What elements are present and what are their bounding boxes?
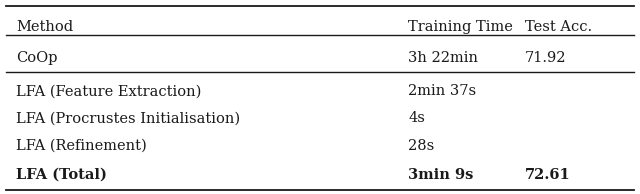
Text: 3h 22min: 3h 22min <box>408 51 478 65</box>
Text: LFA (Procrustes Initialisation): LFA (Procrustes Initialisation) <box>16 111 240 125</box>
Text: 2min 37s: 2min 37s <box>408 84 476 98</box>
Text: 72.61: 72.61 <box>525 168 570 182</box>
Text: LFA (Refinement): LFA (Refinement) <box>16 139 147 152</box>
Text: Method: Method <box>16 20 73 34</box>
Text: LFA (Feature Extraction): LFA (Feature Extraction) <box>16 84 202 98</box>
Text: 71.92: 71.92 <box>525 51 566 65</box>
Text: LFA (Total): LFA (Total) <box>16 168 107 182</box>
Text: 4s: 4s <box>408 111 425 125</box>
Text: 28s: 28s <box>408 139 435 152</box>
Text: CoOp: CoOp <box>16 51 58 65</box>
Text: 3min 9s: 3min 9s <box>408 168 474 182</box>
Text: Test Acc.: Test Acc. <box>525 20 592 34</box>
Text: Training Time: Training Time <box>408 20 513 34</box>
